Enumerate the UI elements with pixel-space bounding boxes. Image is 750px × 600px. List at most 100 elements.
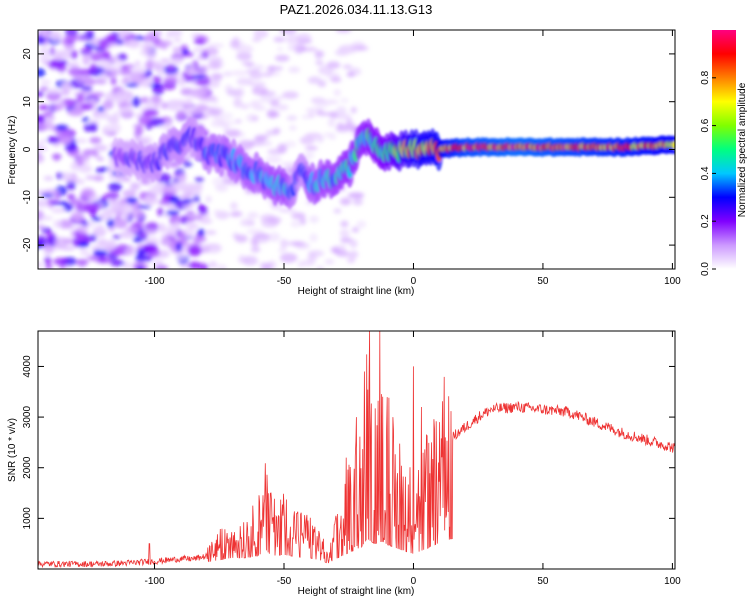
noise-cell: [274, 54, 290, 62]
noise-cell: [235, 234, 248, 243]
noise-cell: [166, 79, 179, 84]
noise-cell: [136, 265, 145, 269]
noise-cell: [38, 114, 46, 125]
figure-title: PAZ1.2026.034.11.13.G13: [280, 2, 433, 17]
noise-cell: [284, 140, 297, 148]
noise-cell: [85, 175, 96, 180]
noise-cell: [315, 111, 333, 117]
noise-cell: [297, 260, 305, 268]
noise-cell: [293, 43, 306, 53]
noise-cell: [75, 258, 89, 267]
noise-cell: [238, 254, 245, 264]
x-tick-label: 50: [537, 276, 549, 287]
snr-y-label: SNR (10 * v/v): [7, 418, 18, 482]
noise-cell: [82, 54, 91, 66]
noise-cell: [205, 195, 212, 203]
noise-cell: [46, 90, 61, 102]
noise-cell: [208, 56, 223, 65]
noise-cell: [209, 78, 221, 88]
noise-cell: [51, 208, 66, 213]
x-tick-label: -100: [145, 276, 165, 287]
noise-cell: [276, 46, 284, 52]
noise-cell: [233, 98, 243, 108]
noise-cell: [327, 117, 336, 128]
noise-cell: [152, 75, 162, 84]
snr-x-axis: -100 -50 0 50 100: [145, 331, 681, 587]
ridge-cell: [672, 141, 675, 150]
noise-cell: [242, 255, 259, 266]
noise-cell: [202, 47, 219, 56]
y-tick-label: -10: [22, 190, 33, 205]
noise-cell: [178, 75, 186, 87]
noise-cell: [63, 202, 74, 212]
noise-cell: [144, 33, 158, 40]
noise-cell: [230, 202, 238, 210]
noise-cell: [38, 35, 46, 45]
noise-cell: [129, 182, 141, 191]
noise-cell: [188, 107, 204, 116]
noise-cell: [330, 76, 342, 83]
noise-cell: [229, 39, 240, 49]
noise-cell: [160, 238, 173, 246]
noise-cell: [199, 218, 213, 225]
noise-cell: [90, 245, 103, 250]
x-tick-label: 0: [411, 576, 417, 587]
noise-cell: [110, 123, 121, 134]
noise-cell: [215, 184, 229, 192]
noise-cell: [309, 233, 318, 242]
noise-cell: [294, 242, 310, 250]
noise-cell: [336, 122, 344, 131]
noise-cell: [81, 116, 90, 123]
noise-cell: [66, 181, 76, 191]
noise-cell: [335, 30, 352, 33]
noise-cell: [115, 66, 123, 73]
noise-cell: [188, 63, 197, 74]
noise-cell: [254, 233, 271, 243]
noise-cell: [113, 58, 125, 66]
noise-cell: [333, 89, 341, 97]
noise-cell: [64, 30, 79, 37]
noise-cell: [252, 86, 268, 96]
noise-cell: [49, 104, 63, 112]
noise-cell: [40, 138, 47, 144]
noise-cell: [149, 117, 165, 127]
noise-cell: [95, 224, 105, 235]
noise-cell: [68, 67, 84, 77]
noise-cell: [44, 263, 53, 269]
noise-cell: [166, 64, 176, 71]
noise-cell: [55, 124, 69, 131]
noise-cell: [216, 264, 227, 269]
noise-cell: [158, 249, 170, 258]
noise-cell: [253, 64, 265, 71]
noise-cell: [165, 32, 175, 39]
noise-cell: [105, 91, 119, 103]
noise-cell: [246, 113, 257, 122]
noise-cell: [333, 208, 342, 214]
noise-cell: [268, 232, 281, 242]
noise-cell: [186, 184, 198, 193]
colorbar-tick-label: 0.4: [700, 166, 711, 180]
noise-cell: [296, 39, 313, 44]
noise-cell: [95, 167, 105, 174]
noise-cell: [280, 161, 298, 167]
noise-cell: [342, 64, 353, 70]
noise-cell: [341, 45, 358, 55]
snr-frame: [37, 330, 676, 570]
noise-cell: [141, 110, 155, 116]
noise-cell: [246, 228, 264, 235]
noise-cell: [70, 177, 80, 183]
x-tick-label: 50: [537, 576, 549, 587]
noise-cell: [236, 87, 245, 97]
noise-cell: [169, 215, 182, 226]
noise-cell: [173, 100, 188, 107]
noise-cell: [96, 256, 113, 264]
noise-cell: [132, 236, 144, 243]
noise-cell: [307, 250, 325, 257]
noise-cell: [247, 211, 259, 219]
noise-cell: [321, 99, 339, 105]
noise-cell: [165, 103, 177, 109]
noise-cell: [236, 77, 253, 86]
noise-cell: [40, 193, 54, 198]
noise-cell: [52, 49, 68, 56]
noise-cell: [193, 39, 206, 45]
